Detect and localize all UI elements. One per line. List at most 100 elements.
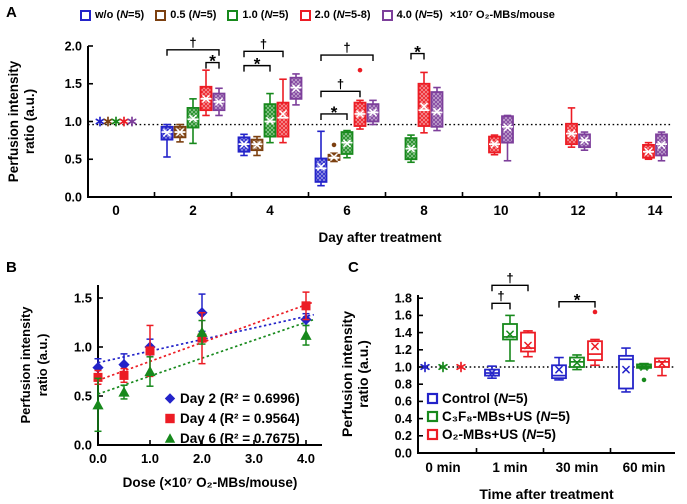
svg-text:*: * (574, 291, 581, 310)
panel-c-boxplot-chart: 0.0 0.2 0.4 0.6 0.8 1.0 1.2 1.4 1.6 1.8 0 min 1 min… (340, 270, 675, 502)
panel-b-scatter-chart: 0.0 0.5 1.0 1.5 0.0 1.0 2.0 3.0 4.0 Dose (×10⁷ O₂… (18, 285, 322, 490)
svg-text:†: † (189, 35, 196, 50)
data-point-star (95, 116, 105, 127)
svg-text:0.0: 0.0 (395, 446, 412, 460)
outlier-point (357, 67, 363, 73)
svg-text:0.5: 0.5 (65, 153, 82, 167)
svg-text:*: * (414, 43, 421, 62)
svg-text:3.0: 3.0 (245, 451, 263, 466)
box-A-2-g0 (160, 123, 174, 158)
box-A-14-g4 (655, 131, 668, 162)
svg-text:Control (N=5): Control (N=5) (442, 391, 528, 406)
svg-text:O₂-MBs+US (N=5): O₂-MBs+US (N=5) (442, 427, 556, 442)
box-A-8-g3 (417, 71, 431, 134)
legend-item: Day 2 (R² = 0.6996) (164, 391, 300, 406)
svg-text:0.0: 0.0 (74, 437, 92, 452)
trend-line (97, 318, 315, 395)
svg-text:1.2: 1.2 (395, 343, 412, 357)
data-point-star (111, 116, 121, 127)
data-point-star (438, 361, 448, 373)
legend-item: 2.0 (N=5-8) (299, 9, 371, 21)
box-A-6-g3 (353, 67, 367, 130)
data-point-star (456, 361, 466, 373)
svg-text:1.6: 1.6 (395, 309, 412, 323)
box-C-60min-g1 (636, 362, 652, 383)
legend-label: 2.0 (N=5-8) (314, 9, 371, 21)
legend-swatch-icon (381, 9, 393, 21)
svg-text:0.0: 0.0 (65, 190, 82, 204)
svg-text:0.5: 0.5 (74, 388, 92, 403)
svg-text:Perfusion intensity: Perfusion intensity (6, 60, 21, 182)
box-A-6-g1 (327, 142, 341, 163)
series-day-6 (92, 319, 312, 433)
svg-text:†: † (497, 288, 504, 303)
box-A-4-g1 (250, 135, 264, 157)
box-C-60min-g2 (654, 357, 670, 377)
panel-a-label: A (6, 4, 17, 21)
significance-bracket (491, 284, 529, 292)
significance-bracket (410, 52, 425, 60)
svg-text:1.0: 1.0 (74, 339, 92, 354)
legend-item: 4.0 (N=5) (381, 9, 443, 21)
box-A-6-g0 (314, 130, 328, 187)
significance-bracket (205, 61, 220, 69)
panel-b-label: B (6, 259, 17, 276)
box-A-12-g4 (578, 131, 591, 151)
svg-text:6: 6 (343, 203, 351, 218)
box-A-6-g2 (340, 129, 354, 159)
box-C-30min-g2 (587, 309, 603, 367)
svg-text:*: * (331, 103, 338, 122)
svg-text:1.5: 1.5 (74, 290, 92, 305)
svg-text:2.0: 2.0 (193, 451, 211, 466)
legend-swatch-icon (155, 9, 167, 21)
svg-text:1 min: 1 min (492, 460, 527, 475)
box-A-14-g3 (642, 141, 655, 161)
legend-item: 1.0 (N=5) (227, 9, 289, 21)
box-A-2-g1 (173, 123, 187, 143)
box-A-10-g3 (488, 134, 501, 156)
outlier-point (331, 142, 337, 148)
svg-text:1.4: 1.4 (395, 326, 412, 340)
outlier-point (641, 377, 647, 383)
legend-item: Control (N=5) (426, 391, 528, 406)
svg-text:8: 8 (420, 203, 428, 218)
box-A-4-g3 (276, 78, 290, 144)
svg-text:Perfusion intensity: Perfusion intensity (18, 306, 33, 424)
significance-bracket (320, 54, 374, 62)
svg-text:Dose (×10⁷ O₂-MBs/mouse): Dose (×10⁷ O₂-MBs/mouse) (123, 475, 298, 490)
legend-label: w/o (N=5) (95, 9, 145, 21)
svg-text:†: † (260, 36, 267, 51)
svg-text:10: 10 (493, 203, 508, 218)
box-A-8-g2 (404, 134, 418, 164)
significance-bracket (320, 90, 361, 98)
legend-swatch-icon (299, 9, 311, 21)
svg-text:1.0: 1.0 (141, 451, 159, 466)
data-point-star (103, 116, 113, 127)
svg-text:†: † (343, 40, 350, 55)
svg-text:ratio (a.u.): ratio (a.u.) (35, 334, 50, 397)
svg-text:Day 2 (R² = 0.6996): Day 2 (R² = 0.6996) (180, 391, 300, 406)
legend-item: Day 6 (R² = 0.7675) (164, 431, 300, 446)
panel-a-legend: w/o (N=5) 0.5 (N=5) 1.0 (N=5) 2.0 (N=5-8) 4.… (80, 9, 555, 21)
svg-text:0.8: 0.8 (395, 378, 412, 392)
panel-c-label: C (348, 259, 359, 276)
data-point-star (119, 116, 129, 127)
significance-bracket (166, 49, 220, 56)
box-C-1min-g0 (484, 365, 500, 379)
svg-text:0.2: 0.2 (395, 429, 412, 443)
significance-bracket (243, 64, 271, 72)
box-A-6-g4 (366, 99, 380, 126)
svg-text:0: 0 (112, 203, 120, 218)
legend-label: 4.0 (N=5) (396, 9, 443, 21)
legend-label: 0.5 (N=5) (170, 9, 217, 21)
svg-text:Perfusion intensity: Perfusion intensity (340, 311, 355, 437)
box-A-4-g2 (263, 92, 277, 144)
box-A-2-g3 (199, 69, 213, 117)
significance-bracket (491, 302, 511, 310)
svg-text:14: 14 (647, 203, 663, 218)
legend-label: 1.0 (N=5) (242, 9, 289, 21)
significance-bracket (320, 113, 348, 120)
svg-text:Time after treatment: Time after treatment (479, 486, 614, 502)
svg-text:4: 4 (266, 203, 274, 218)
